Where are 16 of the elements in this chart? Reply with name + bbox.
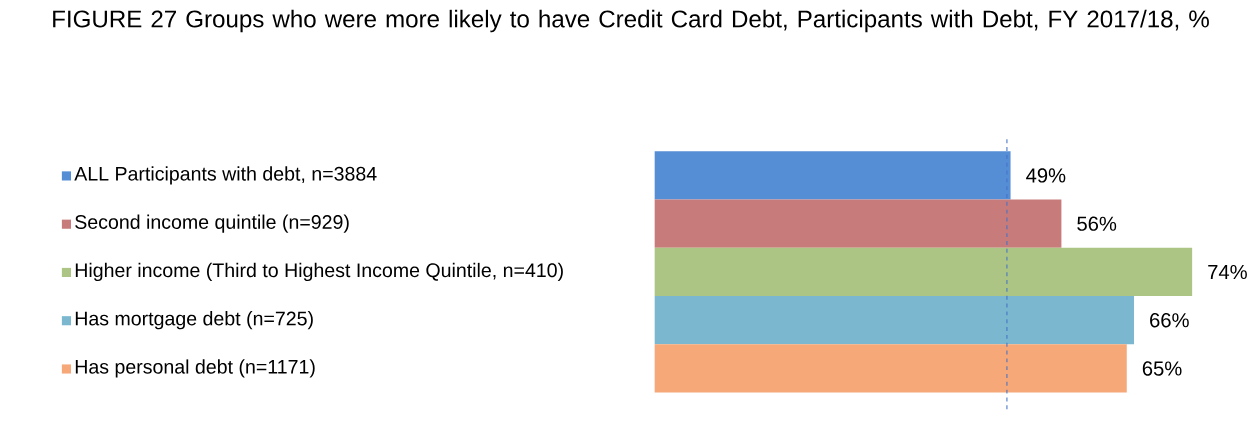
bar (654, 344, 1127, 393)
y-tick-label: Second income quintile (n=929) (75, 214, 349, 233)
data-label: 56% (1077, 216, 1117, 231)
y-tick-label: ALL Participants with debt, n=3884 (74, 166, 377, 185)
chart-title: FIGURE 27 Groups who were more likely to have Credit Card Debt, Participants with Debt, FY 2017/18, % (53, 9, 1209, 33)
bar (654, 296, 1135, 345)
data-label: 74% (1208, 264, 1247, 279)
data-label: 66% (1150, 313, 1189, 328)
y-tick-label: Has mortgage debt (n=725) (75, 311, 313, 330)
data-label: 49% (1026, 168, 1066, 183)
data-label: 65% (1142, 361, 1182, 376)
bar (654, 151, 1011, 200)
bar (654, 247, 1193, 297)
bar (654, 199, 1062, 248)
y-tick-label: Higher income (Third to Highest Income Quintile, n=410) (75, 262, 563, 282)
y-tick-label: Has personal debt (n=1171) (75, 359, 315, 378)
